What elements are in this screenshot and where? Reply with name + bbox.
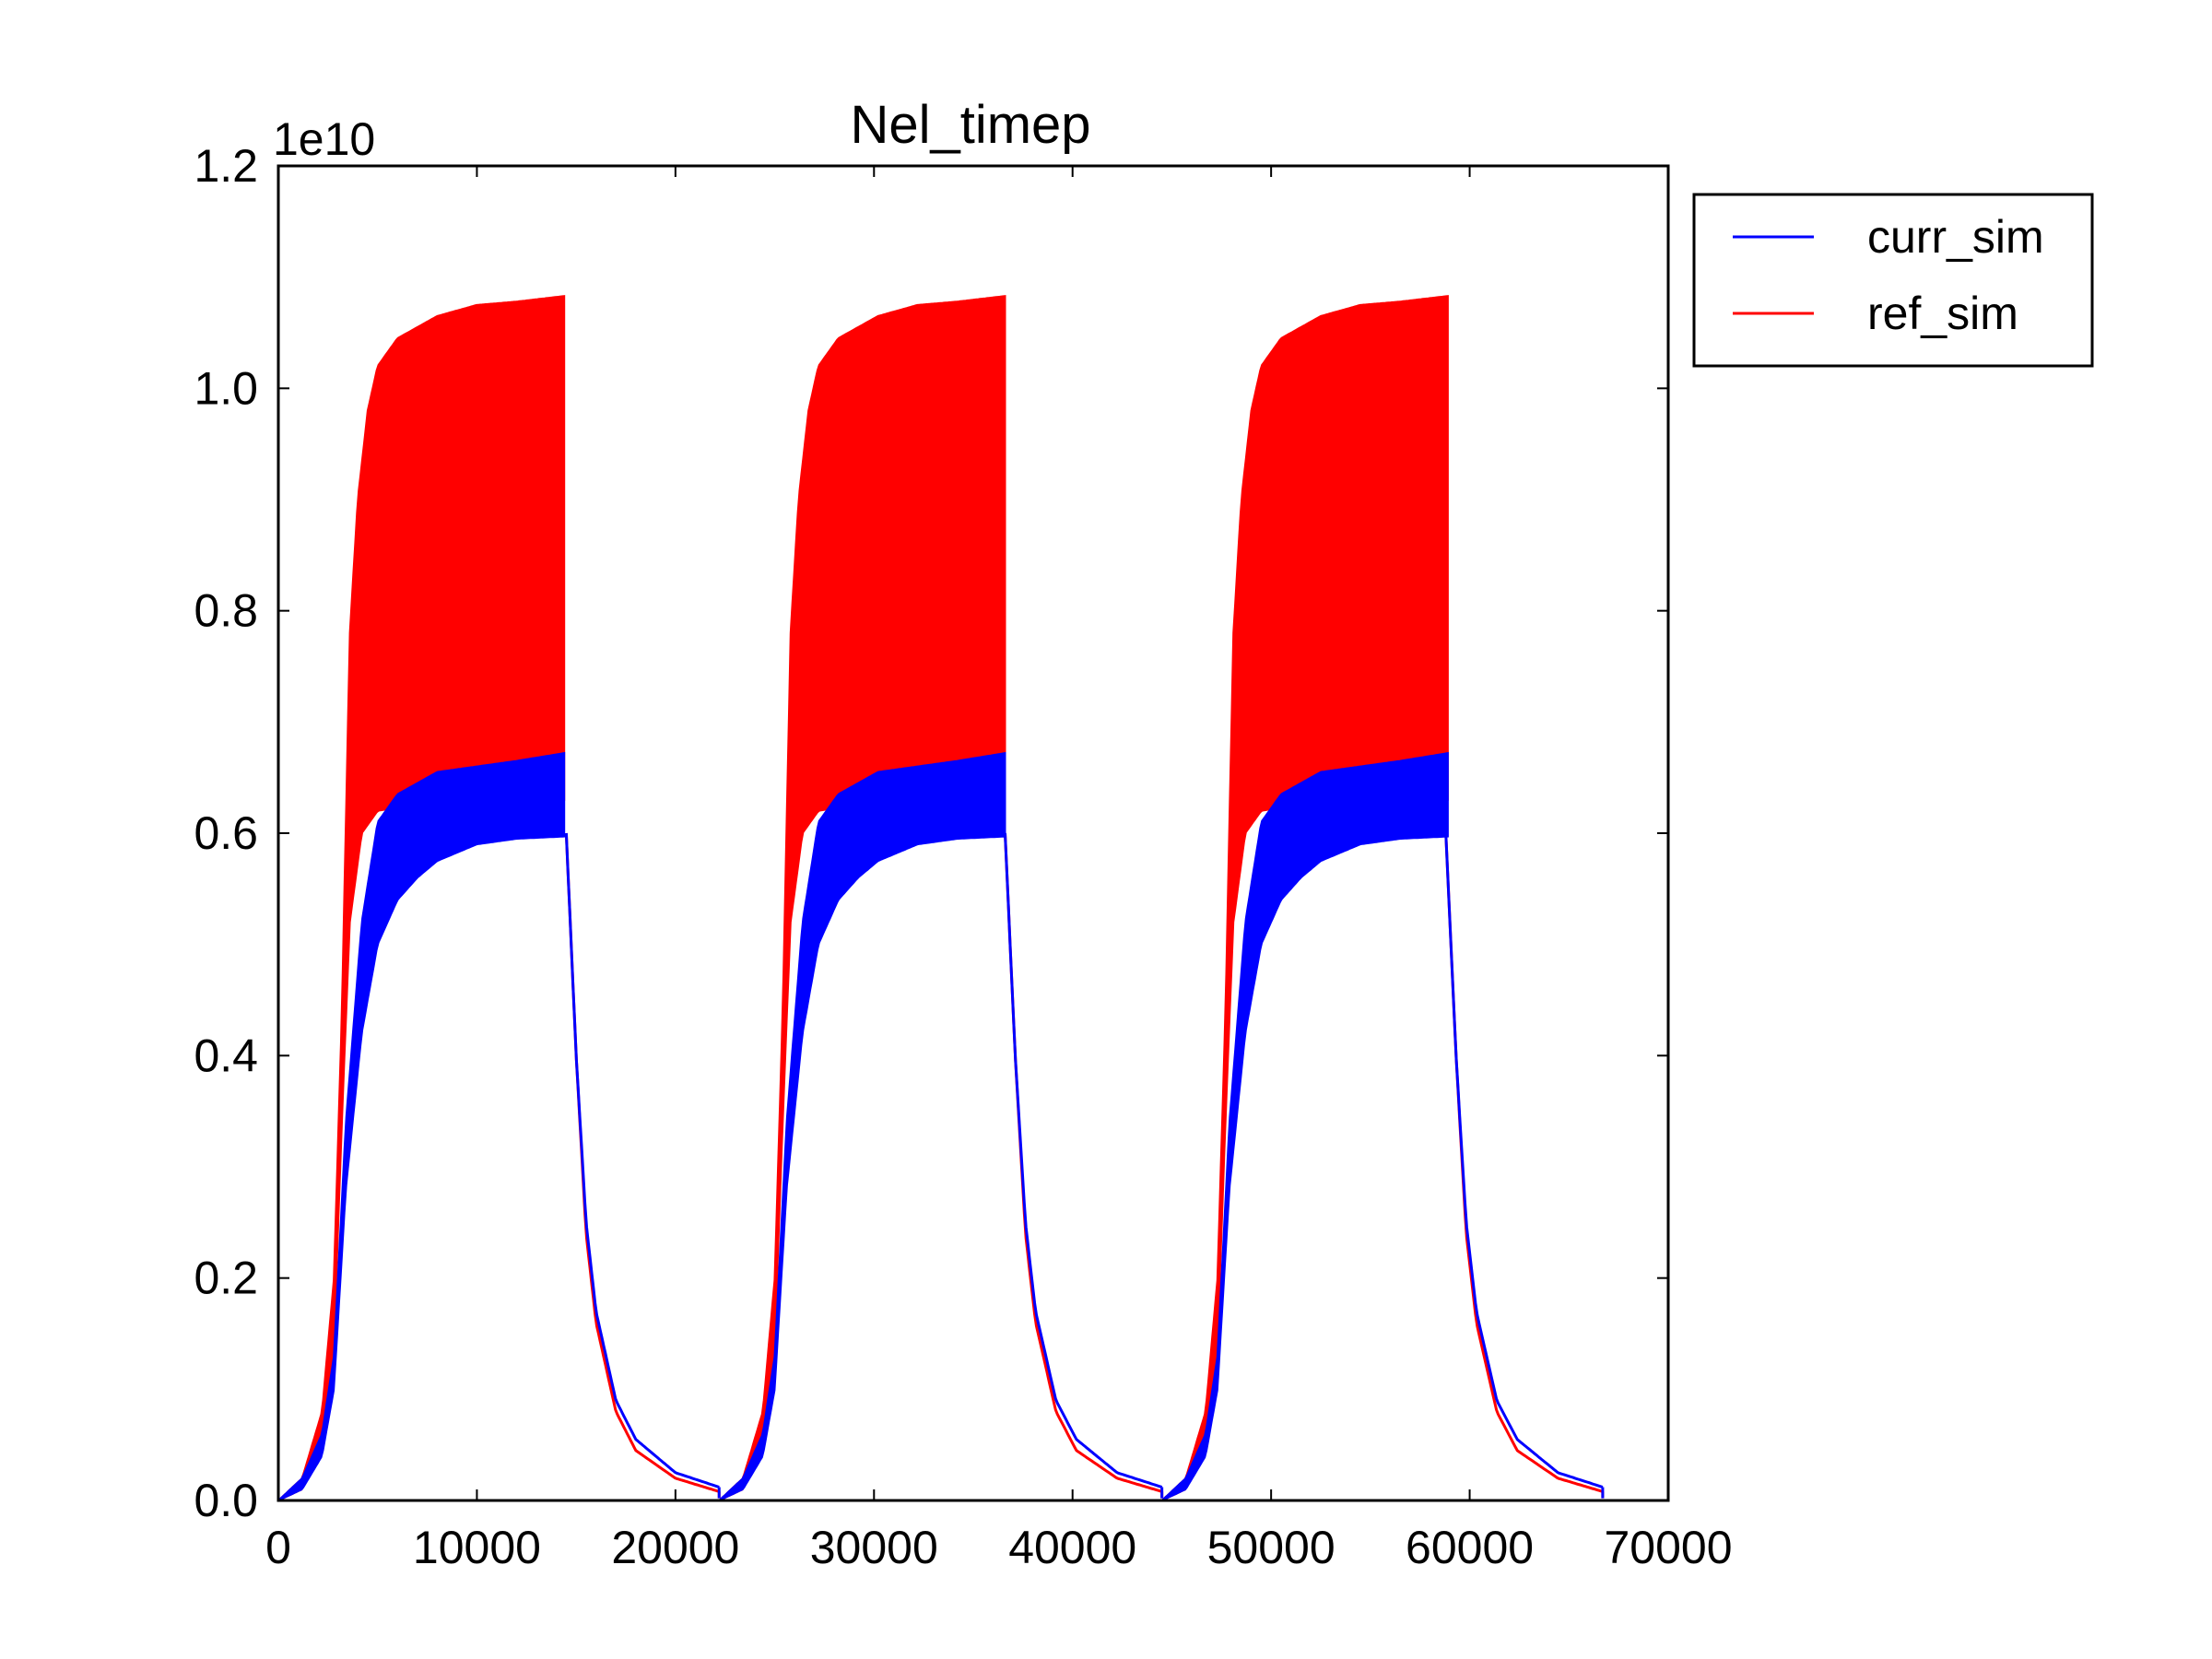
y-tick-label: 0.2 [194,1253,258,1304]
curr_sim-decay-cycle-2 [1004,832,1163,1488]
x-tick-label: 70000 [1604,1522,1732,1573]
curr_sim-decay-cycle-1 [564,832,720,1488]
y-tick-label: 1.0 [194,362,258,414]
y-tick-label: 0.8 [194,585,258,637]
y-tick-label: 0.6 [194,807,258,859]
plot-area [278,295,1605,1500]
legend: curr_sim ref_sim [1692,193,2094,368]
axes: 0 10000 20000 30000 40000 50000 60000 70000 0.0 0… [194,140,1732,1573]
x-tick-label: 60000 [1406,1522,1534,1573]
series-curr_sim [278,751,1605,1500]
ref_sim-band-cycle-1 [278,295,566,1500]
curr_sim-band-cycle-3 [1161,751,1449,1500]
x-tick-label: 20000 [611,1522,739,1573]
y-tick-label: 0.0 [194,1475,258,1526]
chart-title: Nel_timep [850,95,1090,155]
x-tick-label: 50000 [1207,1522,1335,1573]
x-tick-label: 40000 [1008,1522,1136,1573]
ref_sim-band-cycle-3 [1161,295,1449,1500]
curr_sim-band-cycle-2 [718,751,1006,1500]
legend-label-ref_sim: ref_sim [1867,288,2018,339]
legend-box [1692,193,2094,368]
x-tick-label: 0 [265,1522,291,1573]
ref_sim-band-cycle-2 [718,295,1006,1500]
curr_sim-band-cycle-1 [278,751,566,1500]
y-tick-label: 1.2 [194,140,258,192]
y-tick-label: 0.4 [194,1030,258,1081]
y-axis-offset-label: 1e10 [273,113,375,165]
x-tick-label: 30000 [810,1522,938,1573]
curr_sim-decay-cycle-3 [1444,832,1604,1488]
x-tick-label: 10000 [413,1522,541,1573]
legend-label-curr_sim: curr_sim [1867,211,2044,263]
